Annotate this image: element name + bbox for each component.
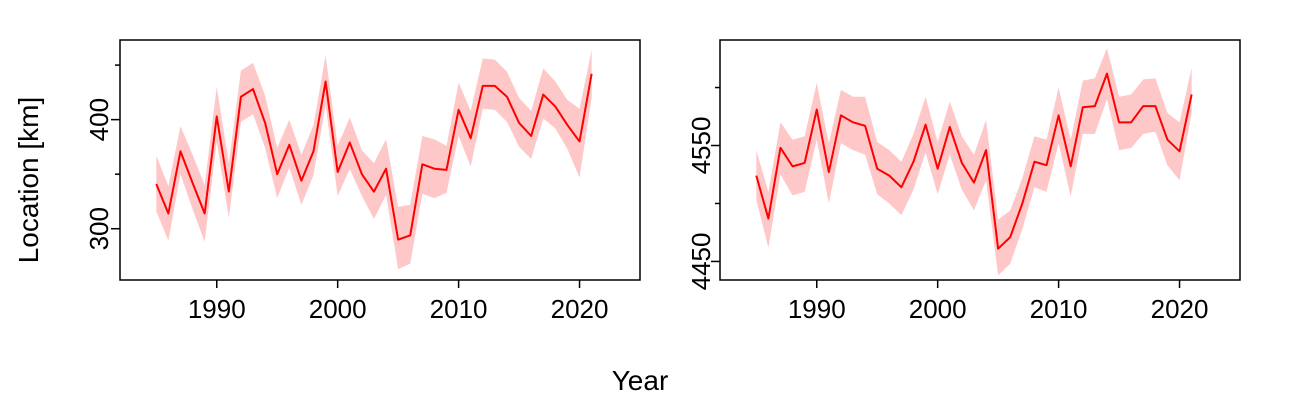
- y-tick-label: 4450: [686, 233, 716, 291]
- y-tick-label: 4550: [686, 117, 716, 175]
- x-tick-label: 2000: [909, 294, 967, 324]
- plot-frame: [119, 39, 641, 281]
- y-tick-label: 400: [84, 98, 114, 141]
- x-tick-label: 1990: [788, 294, 846, 324]
- x-tick-label: 2010: [1030, 294, 1088, 324]
- figure-ylabel: Location [km]: [13, 97, 44, 264]
- x-tick-label: 2010: [430, 294, 488, 324]
- confidence-band: [156, 49, 592, 270]
- x-tick-label: 1990: [188, 294, 246, 324]
- x-tick-label: 2020: [551, 294, 609, 324]
- x-tick-label: 2000: [309, 294, 367, 324]
- series-line: [155, 73, 593, 241]
- confidence-band: [756, 48, 1192, 276]
- series-line: [755, 72, 1193, 250]
- figure-xlabel: Year: [612, 365, 669, 396]
- left-panel: 1990 2000 2010 2020 300 400: [84, 39, 641, 324]
- x-tick-label: 2020: [1151, 294, 1209, 324]
- right-panel: 1990 2000 2010 2020 4450 4550: [686, 39, 1241, 324]
- y-tick-label: 300: [84, 207, 114, 250]
- plot-frame: [719, 39, 1241, 281]
